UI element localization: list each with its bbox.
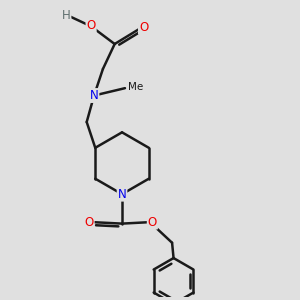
Text: N: N — [118, 188, 126, 201]
Text: O: O — [148, 216, 157, 229]
Text: H: H — [62, 9, 70, 22]
Text: O: O — [139, 21, 148, 34]
Text: N: N — [90, 89, 98, 102]
Text: O: O — [86, 19, 96, 32]
Text: O: O — [84, 216, 94, 229]
Text: Me: Me — [128, 82, 143, 92]
